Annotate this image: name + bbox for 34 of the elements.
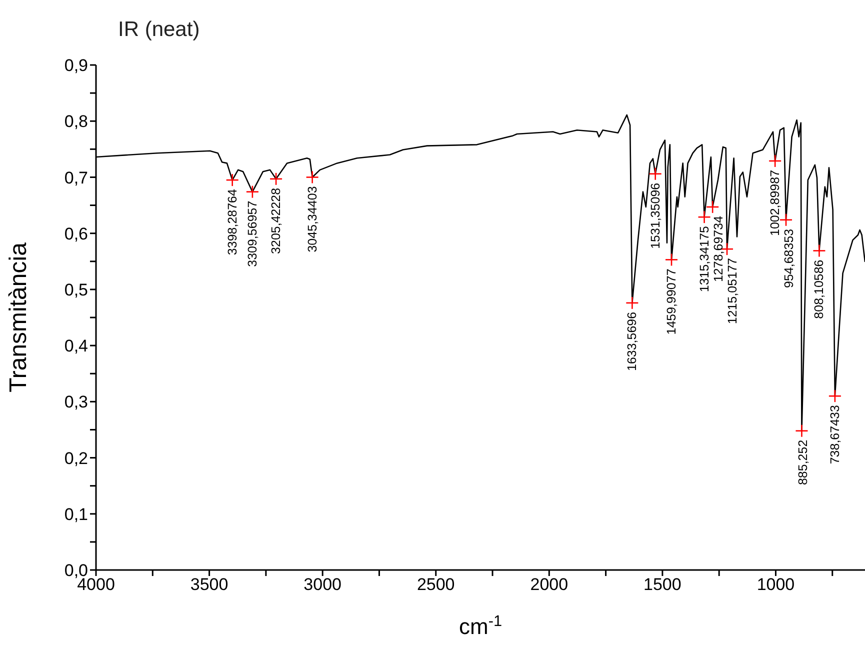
annotation: 3398,28764 (225, 188, 240, 256)
annotation: 3309,56957 (245, 200, 260, 267)
x-tick-label: 3500 (190, 575, 228, 594)
y-tick-label: 0,9 (64, 56, 88, 76)
annotation: 1215,05177 (725, 258, 740, 324)
annotation: 1459,99077 (664, 268, 679, 335)
annotation: 3045,34403 (305, 186, 320, 252)
x-axis-title: cm$^{-1}$ (458, 612, 502, 639)
x-tick-label: 2500 (416, 575, 455, 594)
y-tick-label: 0,3 (64, 392, 88, 412)
annotation: 1002,89987 (768, 170, 782, 236)
chart-title: IR (neat) (118, 18, 200, 42)
y-tick-label: 0,8 (64, 112, 88, 132)
x-tick-label: 4000 (77, 575, 115, 594)
y-tick-label: 0,7 (64, 168, 88, 188)
y-tick-label: 0,1 (64, 504, 88, 524)
annotation: 954,68353 (782, 228, 796, 288)
y-tick-label: 0,5 (64, 280, 88, 300)
annotation: 1315,34175 (697, 226, 712, 292)
annotation: 885,252 (796, 440, 810, 486)
x-tick-label: 1000 (756, 575, 795, 594)
y-axis-title: Transmitància (5, 242, 32, 392)
y-tick-label: 0,6 (64, 224, 88, 244)
y-tick-label: 0,4 (64, 336, 88, 356)
x-tick-label: 2000 (530, 575, 568, 594)
annotation: 1278,69734 (711, 216, 726, 282)
annotation: 1531,35096 (648, 182, 662, 249)
annotation: 808,10586 (812, 260, 826, 319)
annotation: 3205,42228 (269, 188, 284, 254)
y-tick-label: 0,2 (64, 448, 88, 468)
x-tick-label: 3000 (304, 575, 342, 594)
x-tick-label: 1500 (644, 575, 682, 594)
annotation: 738,67433 (828, 405, 842, 464)
annotation: 1633,5696 (625, 312, 640, 372)
